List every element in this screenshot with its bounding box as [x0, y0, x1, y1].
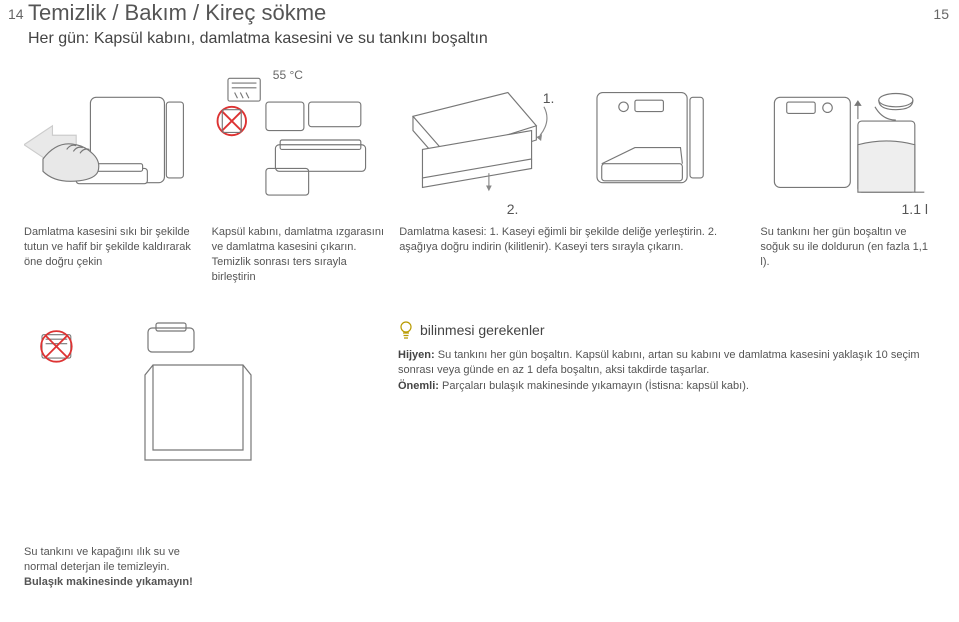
illustration-row: 55 °C 1.	[24, 70, 934, 215]
bottom-caption: Su tankını ve kapağını ılık su ve normal…	[24, 545, 204, 590]
info-body-2: Parçaları bulaşık makinesinde yıkamayın …	[439, 380, 749, 392]
illus-disassemble: 55 °C	[209, 70, 380, 215]
captions-row: Damlatma kasesini sıkı bir şekilde tutun…	[24, 225, 934, 284]
info-heading-row: bilinmesi gerekenler	[398, 320, 934, 340]
info-important-prefix: Önemli:	[398, 380, 439, 392]
caption-2: Kapsül kabını, damlatma ızgarasını ve da…	[212, 225, 386, 284]
info-heading: bilinmesi gerekenler	[420, 322, 545, 338]
step-2-label: 2.	[507, 201, 519, 217]
page-number-left: 14	[8, 6, 24, 22]
caption-4: Su tankını her gün boşaltın ve soğuk su …	[760, 225, 934, 284]
tank-level-label: 1.1 l	[902, 201, 928, 217]
bottom-caption-text: Su tankını ve kapağını ılık su ve normal…	[24, 546, 180, 573]
caption-1: Damlatma kasesini sıkı bir şekilde tutun…	[24, 225, 198, 284]
illus-pull-tray	[24, 70, 195, 215]
info-box: bilinmesi gerekenler Hijyen: Su tankını …	[398, 320, 934, 480]
illus-tank-and-lid	[128, 320, 278, 470]
caption-3: Damlatma kasesi: 1. Kaseyi eğimli bir şe…	[399, 225, 746, 284]
page-title: Temizlik / Bakım / Kireç sökme	[28, 0, 326, 26]
bottom-caption-bold: Bulaşık makinesinde yıkamayın!	[24, 576, 193, 588]
page-subtitle: Her gün: Kapsül kabını, damlatma kasesin…	[28, 30, 488, 48]
info-hygiene-prefix: Hijyen:	[398, 349, 435, 361]
info-text: Hijyen: Su tankını her gün boşaltın. Kap…	[398, 348, 934, 394]
illus-insert-tray: 1. 2.	[394, 70, 565, 215]
illus-machine-back	[578, 70, 749, 215]
row2-left	[24, 320, 384, 480]
page-number-right: 15	[933, 6, 949, 22]
illus-no-dishwasher-icon	[24, 320, 114, 470]
illus-water-tank: 1.1 l	[763, 70, 934, 215]
bulb-icon	[398, 320, 414, 340]
step-1-label: 1.	[543, 90, 555, 106]
row-2: bilinmesi gerekenler Hijyen: Su tankını …	[24, 320, 934, 480]
temperature-label: 55 °C	[273, 68, 303, 82]
info-body-1: Su tankını her gün boşaltın. Kapsül kabı…	[398, 349, 920, 376]
